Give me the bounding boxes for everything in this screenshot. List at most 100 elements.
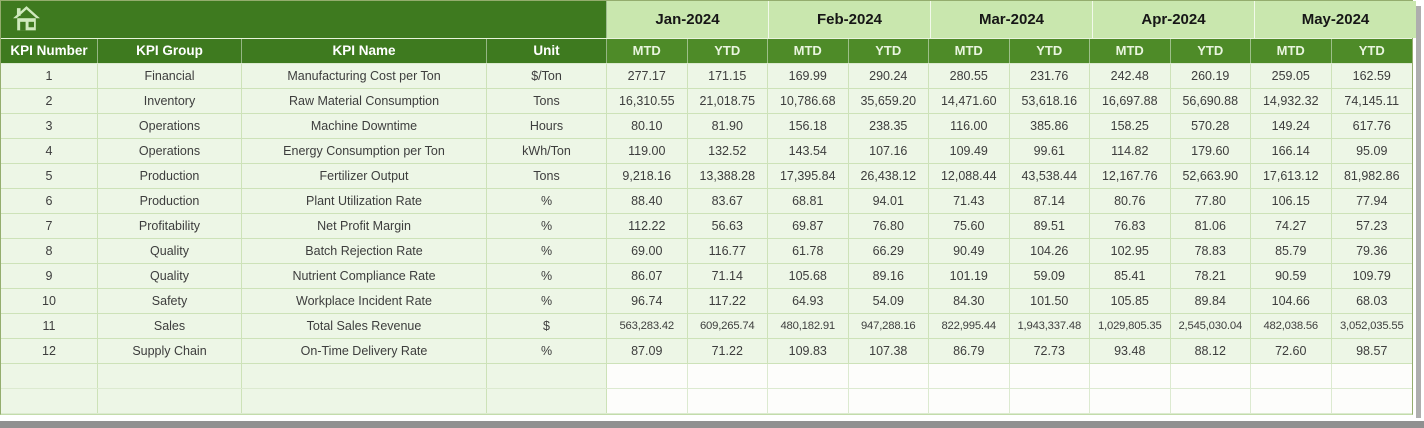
cell-feb-2024-mtd[interactable]: 109.83	[768, 339, 849, 363]
empty-cell[interactable]	[929, 364, 1010, 388]
cell-mar-2024-ytd[interactable]: 53,618.16	[1009, 89, 1090, 113]
cell-jan-2024-ytd[interactable]: 81.90	[687, 114, 768, 138]
cell-kpi-name[interactable]: Batch Rejection Rate	[242, 239, 487, 263]
cell-apr-2024-ytd[interactable]: 81.06	[1170, 214, 1251, 238]
cell-mar-2024-ytd[interactable]: 385.86	[1009, 114, 1090, 138]
cell-feb-2024-ytd[interactable]: 290.24	[848, 64, 929, 88]
cell-apr-2024-mtd[interactable]: 242.48	[1090, 64, 1171, 88]
cell-mar-2024-ytd[interactable]: 43,538.44	[1009, 164, 1090, 188]
cell-apr-2024-ytd[interactable]: 2,545,030.04	[1170, 314, 1251, 338]
cell-apr-2024-mtd[interactable]: 158.25	[1090, 114, 1171, 138]
cell-jan-2024-ytd[interactable]: 132.52	[687, 139, 768, 163]
cell-jan-2024-ytd[interactable]: 116.77	[687, 239, 768, 263]
cell-may-2024-ytd[interactable]: 68.03	[1331, 289, 1412, 313]
cell-kpi-name[interactable]: Total Sales Revenue	[242, 314, 487, 338]
column-header-kpi-name[interactable]: KPI Name	[242, 39, 487, 63]
cell-feb-2024-mtd[interactable]: 17,395.84	[768, 164, 849, 188]
cell-apr-2024-mtd[interactable]: 102.95	[1090, 239, 1171, 263]
cell-kpi-name[interactable]: Manufacturing Cost per Ton	[242, 64, 487, 88]
cell-kpi-group[interactable]: Sales	[98, 314, 242, 338]
cell-unit[interactable]: %	[487, 339, 607, 363]
cell-kpi-name[interactable]: Workplace Incident Rate	[242, 289, 487, 313]
empty-cell[interactable]	[1, 364, 98, 388]
cell-may-2024-mtd[interactable]: 17,613.12	[1251, 164, 1332, 188]
subheader-jan-2024-ytd[interactable]: YTD	[687, 39, 768, 63]
cell-feb-2024-ytd[interactable]: 947,288.16	[848, 314, 929, 338]
empty-cell[interactable]	[607, 389, 688, 413]
cell-apr-2024-mtd[interactable]: 105.85	[1090, 289, 1171, 313]
cell-feb-2024-ytd[interactable]: 54.09	[848, 289, 929, 313]
cell-unit[interactable]: Tons	[487, 164, 607, 188]
subheader-may-2024-ytd[interactable]: YTD	[1331, 39, 1412, 63]
cell-kpi-number[interactable]: 4	[1, 139, 98, 163]
cell-apr-2024-mtd[interactable]: 85.41	[1090, 264, 1171, 288]
cell-feb-2024-mtd[interactable]: 64.93	[768, 289, 849, 313]
cell-kpi-number[interactable]: 6	[1, 189, 98, 213]
month-header-mar-2024[interactable]: Mar-2024	[931, 1, 1093, 38]
cell-unit[interactable]: %	[487, 214, 607, 238]
cell-kpi-number[interactable]: 12	[1, 339, 98, 363]
cell-kpi-number[interactable]: 3	[1, 114, 98, 138]
cell-unit[interactable]: $	[487, 314, 607, 338]
cell-kpi-group[interactable]: Operations	[98, 139, 242, 163]
cell-mar-2024-mtd[interactable]: 822,995.44	[929, 314, 1010, 338]
cell-kpi-name[interactable]: Net Profit Margin	[242, 214, 487, 238]
cell-unit[interactable]: %	[487, 189, 607, 213]
cell-kpi-group[interactable]: Operations	[98, 114, 242, 138]
cell-mar-2024-mtd[interactable]: 116.00	[929, 114, 1010, 138]
month-header-may-2024[interactable]: May-2024	[1255, 1, 1416, 38]
cell-jan-2024-mtd[interactable]: 80.10	[607, 114, 688, 138]
cell-kpi-name[interactable]: Energy Consumption per Ton	[242, 139, 487, 163]
cell-kpi-name[interactable]: Nutrient Compliance Rate	[242, 264, 487, 288]
cell-apr-2024-ytd[interactable]: 77.80	[1170, 189, 1251, 213]
cell-may-2024-mtd[interactable]: 482,038.56	[1251, 314, 1332, 338]
cell-feb-2024-mtd[interactable]: 68.81	[768, 189, 849, 213]
cell-may-2024-ytd[interactable]: 79.36	[1331, 239, 1412, 263]
cell-apr-2024-ytd[interactable]: 260.19	[1170, 64, 1251, 88]
cell-apr-2024-ytd[interactable]: 179.60	[1170, 139, 1251, 163]
cell-may-2024-ytd[interactable]: 74,145.11	[1331, 89, 1412, 113]
cell-kpi-group[interactable]: Financial	[98, 64, 242, 88]
empty-cell[interactable]	[1, 389, 98, 413]
cell-jan-2024-ytd[interactable]: 83.67	[687, 189, 768, 213]
cell-unit[interactable]: kWh/Ton	[487, 139, 607, 163]
cell-may-2024-ytd[interactable]: 109.79	[1331, 264, 1412, 288]
cell-may-2024-mtd[interactable]: 14,932.32	[1251, 89, 1332, 113]
empty-cell[interactable]	[1331, 364, 1412, 388]
cell-feb-2024-mtd[interactable]: 156.18	[768, 114, 849, 138]
cell-feb-2024-ytd[interactable]: 107.38	[848, 339, 929, 363]
cell-feb-2024-mtd[interactable]: 105.68	[768, 264, 849, 288]
empty-cell[interactable]	[1251, 389, 1332, 413]
cell-may-2024-mtd[interactable]: 74.27	[1251, 214, 1332, 238]
cell-feb-2024-ytd[interactable]: 35,659.20	[848, 89, 929, 113]
cell-mar-2024-ytd[interactable]: 231.76	[1009, 64, 1090, 88]
cell-kpi-number[interactable]: 9	[1, 264, 98, 288]
cell-feb-2024-ytd[interactable]: 89.16	[848, 264, 929, 288]
cell-jan-2024-mtd[interactable]: 96.74	[607, 289, 688, 313]
cell-kpi-number[interactable]: 8	[1, 239, 98, 263]
column-header-kpi-number[interactable]: KPI Number	[1, 39, 98, 63]
empty-cell[interactable]	[768, 389, 849, 413]
cell-kpi-number[interactable]: 10	[1, 289, 98, 313]
subheader-apr-2024-mtd[interactable]: MTD	[1090, 39, 1171, 63]
cell-kpi-group[interactable]: Quality	[98, 239, 242, 263]
cell-may-2024-mtd[interactable]: 85.79	[1251, 239, 1332, 263]
empty-cell[interactable]	[242, 389, 487, 413]
subheader-jan-2024-mtd[interactable]: MTD	[607, 39, 688, 63]
cell-jan-2024-mtd[interactable]: 119.00	[607, 139, 688, 163]
empty-cell[interactable]	[929, 389, 1010, 413]
empty-cell[interactable]	[1170, 364, 1251, 388]
cell-mar-2024-mtd[interactable]: 86.79	[929, 339, 1010, 363]
subheader-mar-2024-ytd[interactable]: YTD	[1009, 39, 1090, 63]
cell-may-2024-mtd[interactable]: 90.59	[1251, 264, 1332, 288]
cell-unit[interactable]: Tons	[487, 89, 607, 113]
cell-apr-2024-ytd[interactable]: 56,690.88	[1170, 89, 1251, 113]
empty-cell[interactable]	[687, 389, 768, 413]
cell-jan-2024-ytd[interactable]: 117.22	[687, 289, 768, 313]
cell-apr-2024-mtd[interactable]: 1,029,805.35	[1090, 314, 1171, 338]
cell-jan-2024-mtd[interactable]: 563,283.42	[607, 314, 688, 338]
cell-feb-2024-mtd[interactable]: 480,182.91	[768, 314, 849, 338]
cell-jan-2024-mtd[interactable]: 9,218.16	[607, 164, 688, 188]
subheader-apr-2024-ytd[interactable]: YTD	[1170, 39, 1251, 63]
empty-cell[interactable]	[1090, 364, 1171, 388]
